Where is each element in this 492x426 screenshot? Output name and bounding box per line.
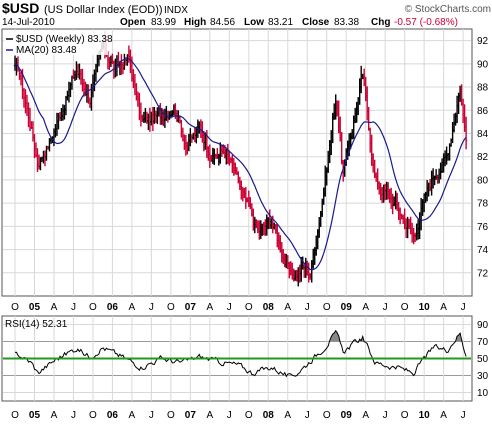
- rsi-x-tick-label: J: [71, 410, 76, 421]
- rsi-x-tick-label: O: [323, 410, 331, 421]
- price-legend-label: $USD (Weekly) 83.38: [16, 34, 113, 45]
- price-x-tick-label: J: [149, 302, 154, 313]
- price-x-tick-label: 08: [263, 302, 275, 313]
- rsi-x-tick-label: O: [89, 410, 97, 421]
- ma20-line: [14, 58, 467, 271]
- price-x-tick-label: O: [323, 302, 331, 313]
- price-x-tick-label: 05: [29, 302, 41, 313]
- rsi-y-tick-label: 50: [477, 354, 489, 365]
- price-x-tick-label: J: [227, 302, 232, 313]
- price-x-tick-label: O: [11, 302, 19, 313]
- price-x-tick-label: A: [206, 302, 213, 313]
- rsi-x-tick-label: 06: [107, 410, 119, 421]
- price-x-tick-label: 10: [419, 302, 431, 313]
- close-label: Close: [302, 17, 330, 28]
- rsi-x-tick-label: J: [227, 410, 232, 421]
- rsi-x-tick-label: A: [362, 410, 369, 421]
- price-legend: $USD (Weekly) 83.38 MA(20) 83.48: [4, 31, 113, 56]
- price-y-axis: 72 74 76 78 80 82 84 86 88 90 92: [477, 36, 489, 279]
- ma-legend-label: MA(20) 83.48: [16, 45, 77, 56]
- price-x-tick-label: 07: [185, 302, 197, 313]
- price-x-tick-label: A: [129, 302, 136, 313]
- price-y-tick-label: 88: [477, 83, 489, 94]
- price-x-tick-label: J: [305, 302, 310, 313]
- low-value: 83.21: [268, 17, 293, 28]
- rsi-x-axis: O 05 A J O 06 A J O 07 A J O 08 A J O 09 A J O 10 A J: [11, 410, 465, 421]
- rsi-x-tick-label: 09: [341, 410, 353, 421]
- rsi-y-axis: 10 30 50 70 90: [477, 320, 489, 399]
- price-y-tick-label: 74: [477, 245, 489, 256]
- open-label: Open: [120, 17, 146, 28]
- rsi-y-tick-label: 90: [477, 320, 489, 331]
- price-x-axis: O 05 A J O 06 A J O 07 A J O 08 A J O 09 A J O 10 A J: [11, 302, 465, 313]
- rsi-x-tick-label: J: [461, 410, 466, 421]
- price-y-tick-label: 82: [477, 152, 489, 163]
- price-y-tick-label: 76: [477, 222, 489, 233]
- price-y-tick-label: 80: [477, 175, 489, 186]
- rsi-x-tick-label: O: [167, 410, 175, 421]
- price-y-tick-label: 90: [477, 59, 489, 70]
- rsi-panel: 10 30 50 70 90 RSI(14) 52.31: [1, 315, 489, 402]
- price-x-tick-label: A: [51, 302, 58, 313]
- rsi-x-tick-label: 07: [185, 410, 197, 421]
- price-panel: 72 74 76 78 80 82 84 86 88 90 92 $USD (Weekly) 83.…: [1, 28, 489, 297]
- rsi-legend-label: RSI(14) 52.31: [5, 319, 68, 330]
- rsi-x-tick-label: 05: [29, 410, 41, 421]
- price-x-tick-label: O: [401, 302, 409, 313]
- chg-value: -0.57 (-0.68%): [394, 17, 458, 28]
- price-x-tick-label: A: [362, 302, 369, 313]
- rsi-x-tick-label: J: [383, 410, 388, 421]
- rsi-y-tick-label: 30: [477, 371, 489, 382]
- rsi-x-tick-label: A: [51, 410, 58, 421]
- price-x-tick-label: O: [245, 302, 253, 313]
- price-x-tick-label: O: [89, 302, 97, 313]
- price-y-tick-label: 78: [477, 199, 489, 210]
- quote-date: 14-Jul-2010: [2, 17, 55, 28]
- price-bars: [13, 30, 468, 287]
- rsi-y-tick-label: 10: [477, 388, 489, 399]
- price-y-tick-label: 84: [477, 129, 489, 140]
- price-x-tick-label: J: [383, 302, 388, 313]
- price-x-tick-label: J: [461, 302, 466, 313]
- rsi-x-tick-label: A: [129, 410, 136, 421]
- rsi-x-tick-label: A: [284, 410, 291, 421]
- price-x-tick-label: 06: [107, 302, 119, 313]
- rsi-x-tick-label: 08: [263, 410, 275, 421]
- rsi-x-tick-label: A: [440, 410, 447, 421]
- price-y-tick-label: 86: [477, 106, 489, 117]
- exchange-label: INDX: [164, 5, 188, 16]
- price-x-tick-label: 09: [341, 302, 353, 313]
- instrument-name: (US Dollar Index (EOD)): [44, 4, 163, 16]
- rsi-y-tick-label: 70: [477, 337, 489, 348]
- high-value: 84.56: [210, 17, 235, 28]
- price-x-tick-label: A: [440, 302, 447, 313]
- chg-label: Chg: [371, 17, 390, 28]
- rsi-x-tick-label: J: [305, 410, 310, 421]
- rsi-x-tick-label: J: [149, 410, 154, 421]
- high-label: High: [184, 17, 206, 28]
- low-label: Low: [244, 17, 264, 28]
- rsi-x-tick-label: A: [206, 410, 213, 421]
- price-x-tick-label: A: [284, 302, 291, 313]
- rsi-x-tick-label: O: [245, 410, 253, 421]
- rsi-x-tick-label: O: [11, 410, 19, 421]
- rsi-x-tick-label: 10: [419, 410, 431, 421]
- price-panel-frame: [1, 28, 473, 297]
- symbol-title: $USD: [2, 0, 39, 16]
- price-y-tick-label: 72: [477, 268, 489, 279]
- open-value: 83.99: [151, 17, 176, 28]
- close-value: 83.38: [334, 17, 359, 28]
- watermark: © StockCharts.com: [405, 4, 491, 15]
- price-y-tick-label: 92: [477, 36, 489, 47]
- price-x-tick-label: J: [71, 302, 76, 313]
- rsi-x-tick-label: O: [401, 410, 409, 421]
- price-x-tick-label: O: [167, 302, 175, 313]
